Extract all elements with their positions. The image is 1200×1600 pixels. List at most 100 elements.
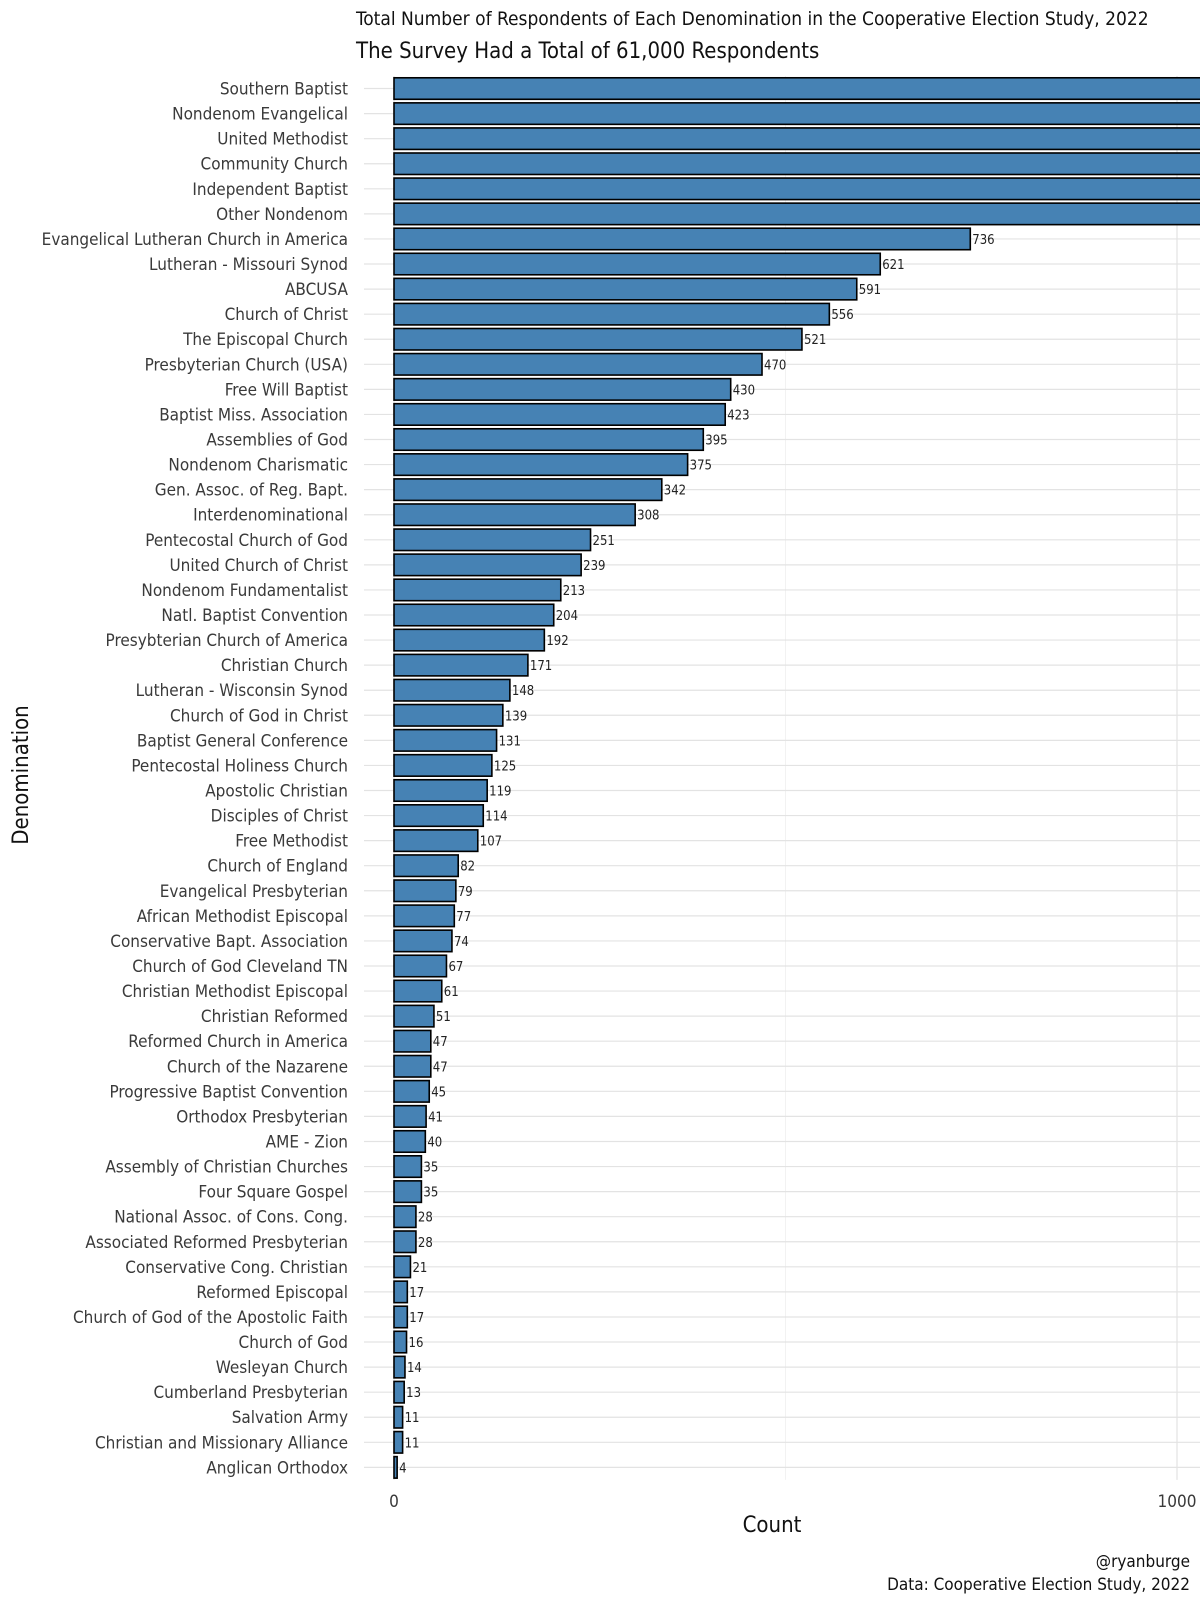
bar [393,1079,431,1103]
category-label: Disciples of Christ [211,807,348,827]
category-label: Baptist General Conference [137,731,348,751]
bar-value-label: 192 [546,634,568,649]
caption-author: @ryanburge [1096,1552,1190,1572]
bar [393,352,763,376]
bar [393,854,460,878]
bar-value-label: 423 [727,408,749,423]
bar-value-label: 125 [494,759,516,774]
category-label: Church of God of the Apostolic Faith [73,1308,348,1328]
bar-value-label: 11 [405,1436,420,1451]
bar-value-label: 35 [423,1186,438,1201]
bar-value-label: 14 [407,1361,422,1376]
bar-value-label: 41 [428,1110,443,1125]
bar [393,628,546,652]
bar-value-labels: 2907228420211349116510827366215915565214… [399,233,994,1476]
category-label: Independent Baptist [192,180,348,200]
bar [393,1154,423,1179]
bar [393,453,689,477]
category-label: Cumberland Presbyterian [153,1383,348,1403]
bar-value-label: 4 [399,1461,406,1476]
bar [393,202,1200,226]
bar [393,102,1200,126]
bar-value-label: 45 [431,1085,446,1100]
x-axis-ticks: 0100020003000 [389,1492,1197,1512]
bar [393,1104,427,1128]
bar [393,728,498,752]
bar-value-label: 171 [530,659,552,674]
bar [393,678,511,702]
category-label: The Episcopal Church [182,330,348,350]
bar [393,979,443,1003]
bar [393,302,831,326]
bar [393,478,663,502]
category-label: Orthodox Presbyterian [176,1107,348,1127]
category-label: Nondenom Charismatic [168,456,348,476]
bar [393,1430,404,1454]
category-label: Free Methodist [235,832,348,852]
bar-value-label: 131 [499,734,521,749]
bar [393,1004,435,1028]
bar-value-label: 13 [406,1386,421,1401]
x-tick-label: 0 [389,1492,399,1512]
bar [393,954,448,978]
bar [393,1455,398,1479]
bar [393,1054,432,1078]
category-label: Pentecostal Church of God [145,531,348,551]
bar-value-label: 342 [664,484,686,499]
category-label: Church of the Nazarene [167,1057,348,1077]
bar [393,753,493,777]
bar [393,1255,412,1279]
bar [393,1205,417,1229]
bar-value-label: 17 [409,1286,424,1301]
category-label: Conservative Bapt. Association [110,932,348,952]
category-label: Baptist Miss. Association [159,405,348,425]
bar [393,327,803,351]
category-label: Christian Methodist Episcopal [122,982,348,1002]
bar-value-label: 82 [460,860,475,875]
chart-subtitle: The Survey Had a Total of 61,000 Respond… [355,39,819,64]
category-label: Christian Reformed [201,1007,348,1027]
bar [393,778,488,803]
bar [393,427,705,452]
category-label: Free Will Baptist [225,380,348,400]
bar-value-label: 308 [637,509,659,524]
bar-value-label: 47 [433,1060,448,1075]
bar [393,553,582,577]
y-axis-title: Denomination [9,705,34,844]
category-label: Anglican Orthodox [206,1458,348,1478]
category-label: Church of God in Christ [170,706,348,726]
category-label: Presbyterian Church (USA) [145,355,348,375]
category-label: Progressive Baptist Convention [109,1082,348,1102]
bar-value-label: 119 [489,784,511,799]
bar [393,929,453,953]
category-label: Church of God [239,1333,348,1353]
category-label: Gen. Assoc. of Reg. Bapt. [155,481,348,501]
x-tick-label: 1000 [1158,1492,1197,1512]
category-label: Associated Reformed Presbyterian [85,1233,348,1253]
bar-value-label: 61 [444,985,459,1000]
category-label: Reformed Episcopal [196,1283,348,1303]
category-label: Pentecostal Holiness Church [131,756,348,776]
category-labels: Southern Baptist Nondenom Evangelical Unit… [42,80,349,1479]
bar [393,402,727,426]
bar [393,152,1200,176]
bar [393,904,456,928]
bar-value-label: 521 [804,333,826,348]
category-label: Evangelical Lutheran Church in America [42,230,348,250]
bar-value-label: 251 [593,534,615,549]
bar-value-label: 114 [485,810,507,825]
category-label: Church of God Cleveland TN [132,957,348,977]
category-label: Four Square Gospel [198,1183,348,1203]
category-label: United Methodist [217,130,348,150]
bar-value-label: 17 [409,1311,424,1326]
bar [393,653,529,677]
bar [393,1355,406,1379]
bar-value-label: 239 [583,559,605,574]
bar-value-label: 16 [409,1336,424,1351]
bar-value-label: 470 [764,358,786,373]
bar [393,829,479,853]
category-label: Christian Church [221,656,348,676]
category-label: Conservative Cong. Christian [125,1258,348,1278]
category-label: Church of England [207,857,348,877]
